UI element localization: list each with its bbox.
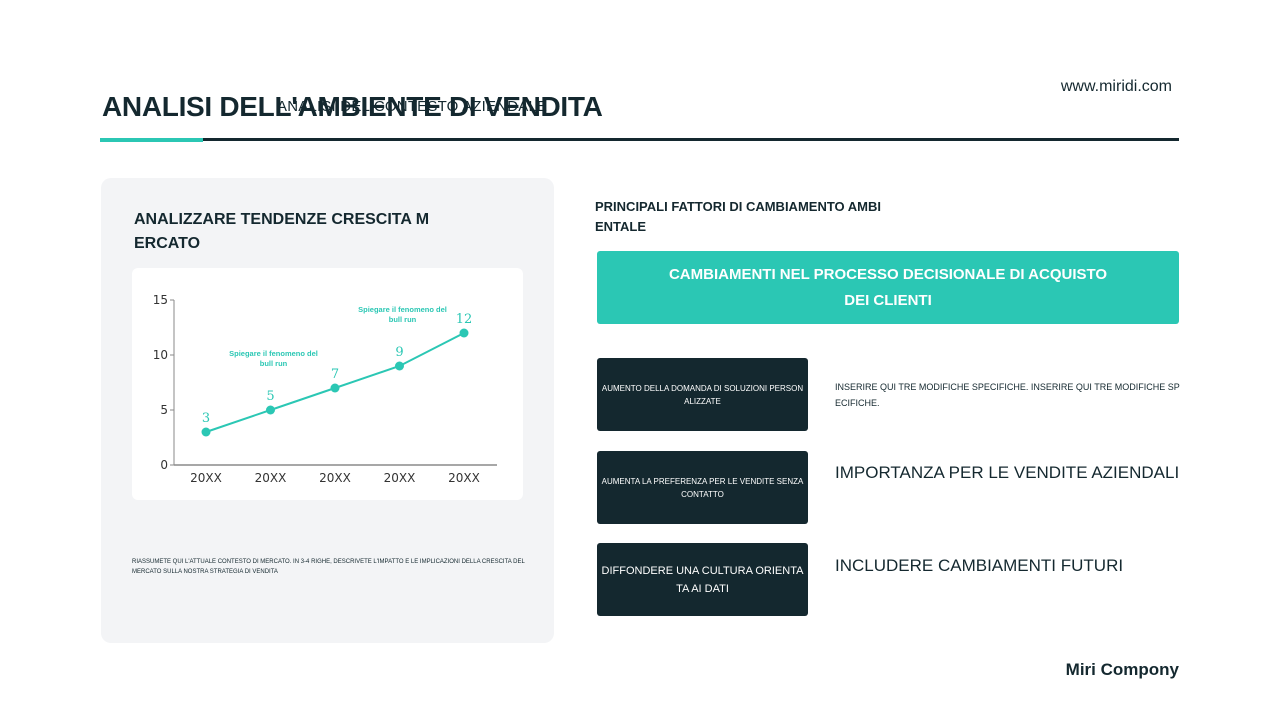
y-tick-label: 0	[160, 458, 168, 472]
data-point	[266, 405, 275, 415]
data-point	[459, 328, 469, 338]
data-label: 5	[266, 389, 274, 404]
x-tick-label: 20XX	[255, 471, 287, 485]
banner-text: CAMBIAMENTI NEL PROCESSO DECISIONALE DI …	[668, 265, 1108, 309]
data-point	[330, 383, 340, 393]
factor-description-2: IMPORTANZA PER LE VENDITE AZIENDALI	[835, 463, 1180, 482]
chart-data-labels: 3 5 7 9 12	[202, 312, 472, 426]
growth-chart-svg: 0 5 10 15 20XX 20XX 20XX 20XX 20XX 3 5 7 9 12 Spieg…	[153, 293, 497, 485]
x-tick-label: 20XX	[319, 471, 351, 485]
chart-points	[201, 328, 469, 437]
y-tick-label: 10	[153, 348, 168, 362]
market-trend-title: ANALIZZARE TENDENZE CRESCITA MERCATO	[134, 211, 430, 252]
chart-series	[205, 332, 465, 433]
annotation-label: bull run	[260, 359, 288, 368]
chart-axes	[173, 300, 497, 466]
title-divider-accent	[100, 138, 203, 142]
y-tick-label: 5	[160, 403, 168, 417]
data-label: 3	[202, 411, 210, 426]
y-tick-label: 15	[153, 293, 168, 307]
page-title: ANALISI DELL'AMBIENTE DI VENDITA	[102, 91, 603, 122]
factor-box-3: DIFFONDERE UNA CULTURA ORIENTATA AI DATI	[597, 543, 808, 616]
data-label: 12	[456, 312, 473, 327]
x-tick-label: 20XX	[448, 471, 480, 485]
annotation-label: bull run	[389, 315, 417, 324]
series-line	[205, 332, 465, 433]
website-link[interactable]: www.miridi.com	[1060, 78, 1172, 95]
x-tick-label: 20XX	[190, 471, 222, 485]
factor-label-1: AUMENTO DELLA DOMANDA DI SOLUZIONI PERSO…	[601, 383, 804, 406]
growth-chart: 0 5 10 15 20XX 20XX 20XX 20XX 20XX 3 5 7 9 12 Spieg…	[132, 268, 523, 500]
annotation-label: Spiegare il fenomeno del	[229, 349, 318, 358]
annotation-label: Spiegare il fenomeno del	[358, 305, 447, 314]
factor-label-3: DIFFONDERE UNA CULTURA ORIENTATA AI DATI	[601, 564, 804, 595]
buying-process-banner: CAMBIAMENTI NEL PROCESSO DECISIONALE DI …	[597, 251, 1179, 324]
data-point	[395, 361, 404, 371]
chart-x-ticks: 20XX 20XX 20XX 20XX 20XX	[190, 471, 480, 485]
data-label: 7	[331, 367, 339, 382]
factor-box-1: AUMENTO DELLA DOMANDA DI SOLUZIONI PERSO…	[597, 358, 808, 431]
market-summary-text: RIASSUMETE QUI L'ATTUALE CONTESTO DI MER…	[132, 559, 525, 575]
data-label: 9	[395, 345, 403, 360]
company-brand: Miri Compony	[1065, 660, 1179, 679]
factors-heading: PRINCIPALI FATTORI DI CAMBIAMENTO AMBIEN…	[595, 199, 881, 234]
chart-y-ticks: 0 5 10 15	[153, 293, 174, 472]
factor-description-3: INCLUDERE CAMBIAMENTI FUTURI	[835, 556, 1124, 575]
title-divider	[100, 138, 1179, 141]
data-point	[201, 427, 211, 437]
factor-box-2: AUMENTA LA PREFERENZA PER LE VENDITE SEN…	[597, 451, 808, 524]
header-subtitle: Analisi del contesto aziendale	[277, 98, 548, 115]
x-tick-label: 20XX	[384, 471, 416, 485]
factor-label-2: AUMENTA LA PREFERENZA PER LE VENDITE SEN…	[601, 476, 804, 499]
factor-description-1: INSERIRE QUI TRE MODIFICHE SPECIFICHE. I…	[835, 382, 1180, 408]
